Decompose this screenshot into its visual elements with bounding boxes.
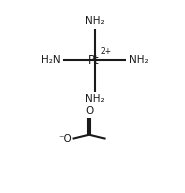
Text: ⁻O: ⁻O: [58, 134, 72, 144]
Text: H₂N: H₂N: [41, 55, 61, 65]
Text: 2+: 2+: [100, 47, 111, 56]
Text: O: O: [85, 106, 93, 116]
Text: NH₂: NH₂: [129, 55, 148, 65]
Text: Pt: Pt: [88, 54, 99, 67]
Text: NH₂: NH₂: [85, 16, 105, 26]
Text: NH₂: NH₂: [85, 94, 105, 104]
